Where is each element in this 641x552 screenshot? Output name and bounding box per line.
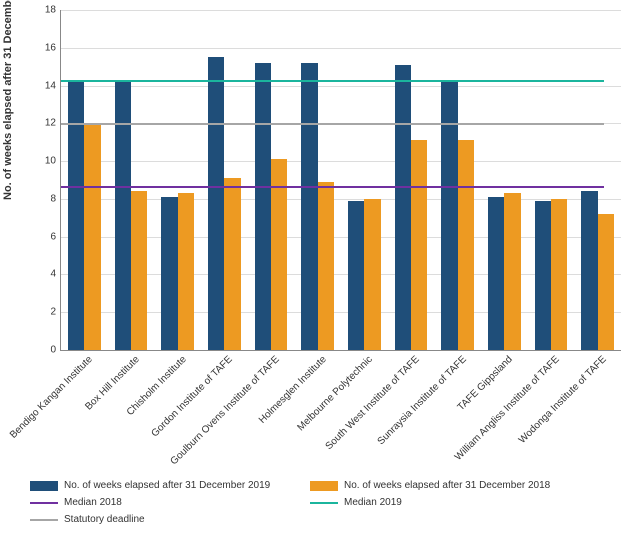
bar [581,191,597,350]
y-tick-label: 4 [26,269,56,280]
legend-item: No. of weeks elapsed after 31 December 2… [30,480,290,491]
plot-area [60,10,621,351]
bar [551,199,567,350]
y-tick-label: 6 [26,231,56,242]
legend-label: Statutory deadline [64,514,145,525]
bar-group [294,10,341,350]
bar [458,140,474,350]
y-tick-label: 8 [26,193,56,204]
bar [318,182,334,350]
legend-item: Median 2018 [30,497,290,508]
bar-group [388,10,435,350]
bar-group [154,10,201,350]
bar-group [481,10,528,350]
bar [441,80,457,350]
legend-item: No. of weeks elapsed after 31 December 2… [310,480,570,491]
y-tick-label: 12 [26,118,56,129]
bar-group [61,10,108,350]
legend-swatch-line [30,519,58,521]
reference-line [61,123,604,125]
bar-group [528,10,575,350]
legend-label: Median 2019 [344,497,402,508]
bar-group [341,10,388,350]
y-tick-label: 16 [26,42,56,53]
bar-group [434,10,481,350]
legend-swatch-line [30,502,58,504]
bar [255,63,271,350]
y-tick-label: 2 [26,307,56,318]
bar-group [574,10,621,350]
legend-label: No. of weeks elapsed after 31 December 2… [344,480,550,491]
legend: No. of weeks elapsed after 31 December 2… [30,480,630,531]
y-tick-label: 14 [26,80,56,91]
x-axis-labels: Bendigo Kangan InstituteBox Hill Institu… [60,354,620,484]
bar [364,199,380,350]
legend-item: Median 2019 [310,497,570,508]
reference-line [61,186,604,188]
bar [178,193,194,350]
bars-layer [61,10,621,350]
bar [598,214,614,350]
bar-group [248,10,295,350]
y-tick-label: 10 [26,156,56,167]
y-axis-ticks: 024681012141618 [22,10,60,350]
bar [504,193,520,350]
bar [348,201,364,350]
bar [115,80,131,350]
legend-label: Median 2018 [64,497,122,508]
y-tick-label: 18 [26,5,56,16]
bar [535,201,551,350]
bar [301,63,317,350]
bar-group [201,10,248,350]
legend-item: Statutory deadline [30,514,290,525]
bar-group [108,10,155,350]
bar [68,80,84,350]
reference-line [61,80,604,82]
bar [411,140,427,350]
legend-swatch-box [30,481,58,491]
bar [488,197,504,350]
bar [395,65,411,350]
y-axis-label: No. of weeks elapsed after 31 December [2,0,14,200]
bar [271,159,287,350]
legend-label: No. of weeks elapsed after 31 December 2… [64,480,270,491]
bar [131,191,147,350]
bar [161,197,177,350]
legend-swatch-line [310,502,338,504]
y-tick-label: 0 [26,345,56,356]
bar [224,178,240,350]
chart-container: No. of weeks elapsed after 31 December 0… [0,0,641,552]
bar [84,125,100,350]
legend-swatch-box [310,481,338,491]
bar [208,57,224,350]
